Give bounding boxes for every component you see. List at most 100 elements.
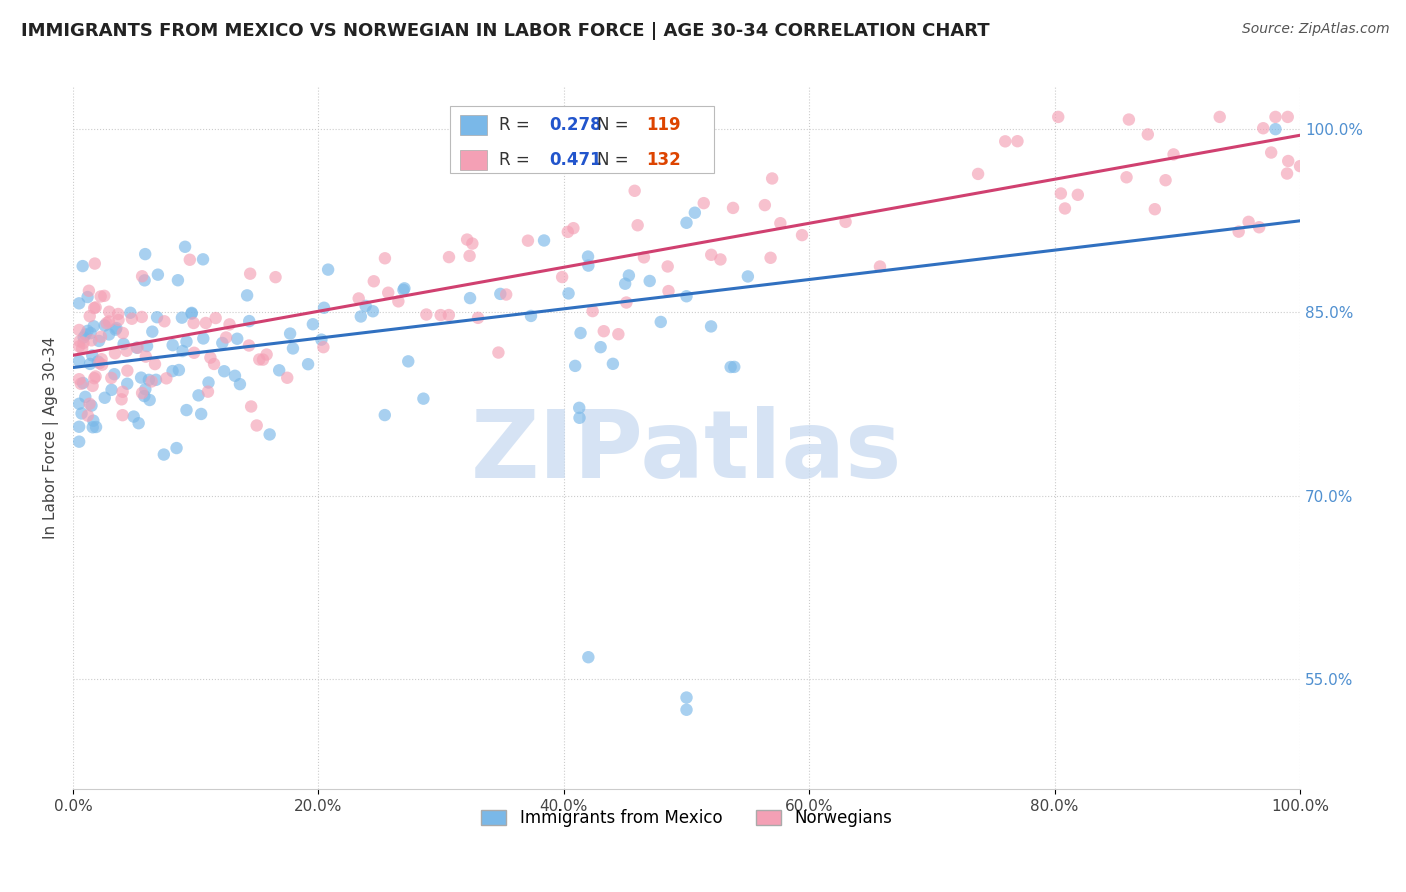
Point xyxy=(82,379,104,393)
Point xyxy=(84,420,107,434)
Point xyxy=(769,216,792,230)
Point xyxy=(259,427,281,442)
Point xyxy=(131,386,153,401)
Point xyxy=(155,371,177,385)
Point xyxy=(675,703,697,717)
Point xyxy=(458,291,481,305)
Point xyxy=(79,357,101,371)
Point xyxy=(117,364,139,378)
Point xyxy=(1163,147,1185,161)
Point xyxy=(246,418,269,433)
Point xyxy=(180,306,202,320)
Point xyxy=(363,274,385,288)
Point xyxy=(633,251,655,265)
Point xyxy=(657,284,679,298)
Point xyxy=(70,407,93,421)
Point xyxy=(614,277,637,291)
Point xyxy=(377,285,399,300)
Point xyxy=(122,409,145,424)
Point xyxy=(568,410,591,425)
Point xyxy=(1053,202,1076,216)
Point xyxy=(134,389,156,403)
Point xyxy=(77,284,100,298)
Point xyxy=(190,407,212,421)
Point xyxy=(516,234,538,248)
Point xyxy=(562,221,585,235)
Point xyxy=(82,414,104,428)
Point xyxy=(91,358,114,372)
Point xyxy=(1275,167,1298,181)
Point xyxy=(97,314,120,328)
Point xyxy=(193,331,215,345)
Point xyxy=(374,252,396,266)
Point xyxy=(76,290,98,304)
FancyBboxPatch shape xyxy=(460,115,486,135)
Point xyxy=(79,397,101,411)
Point xyxy=(461,236,484,251)
Point xyxy=(657,260,679,274)
Point xyxy=(720,359,742,374)
Point xyxy=(569,326,592,340)
Point xyxy=(93,289,115,303)
Point xyxy=(172,344,194,359)
Point xyxy=(754,198,776,212)
Point xyxy=(834,215,856,229)
Point xyxy=(83,256,105,270)
Point xyxy=(166,441,188,455)
Point xyxy=(138,373,160,387)
Point xyxy=(93,318,115,333)
Point xyxy=(218,318,240,332)
Point xyxy=(589,340,612,354)
Point xyxy=(638,274,661,288)
Point xyxy=(240,400,263,414)
Point xyxy=(83,301,105,315)
Point xyxy=(84,369,107,384)
Point xyxy=(1154,173,1177,187)
Point xyxy=(1227,225,1250,239)
Point xyxy=(683,205,706,219)
Point xyxy=(869,260,891,274)
Point xyxy=(107,313,129,327)
Point xyxy=(790,228,813,243)
Point xyxy=(153,314,176,328)
Point xyxy=(180,307,202,321)
Point xyxy=(135,350,157,364)
Point xyxy=(1050,186,1073,201)
Point xyxy=(1249,220,1271,235)
Point xyxy=(229,377,252,392)
Point xyxy=(967,167,990,181)
Point xyxy=(576,250,599,264)
Point xyxy=(83,319,105,334)
Point xyxy=(76,324,98,338)
Point xyxy=(994,134,1017,148)
Point xyxy=(146,310,169,325)
Point xyxy=(1143,202,1166,217)
Point xyxy=(627,219,650,233)
Point xyxy=(238,338,260,352)
Point xyxy=(350,310,373,324)
Point xyxy=(1277,110,1299,124)
Point xyxy=(495,287,517,301)
Point xyxy=(127,341,149,355)
Point xyxy=(111,408,134,422)
Point xyxy=(312,340,335,354)
Point xyxy=(87,354,110,368)
Point xyxy=(1260,145,1282,160)
Point xyxy=(110,392,132,407)
Point xyxy=(211,336,233,351)
Point xyxy=(104,323,127,337)
Point xyxy=(100,371,122,385)
Point xyxy=(112,337,135,351)
Point xyxy=(111,384,134,399)
Point xyxy=(437,250,460,264)
Point xyxy=(617,268,640,283)
Point xyxy=(238,314,260,328)
Point xyxy=(281,342,304,356)
Point xyxy=(93,391,115,405)
Point xyxy=(197,376,219,390)
FancyBboxPatch shape xyxy=(460,151,486,170)
Point xyxy=(79,326,101,340)
Point xyxy=(623,184,645,198)
Point xyxy=(146,268,169,282)
Point xyxy=(191,252,214,267)
